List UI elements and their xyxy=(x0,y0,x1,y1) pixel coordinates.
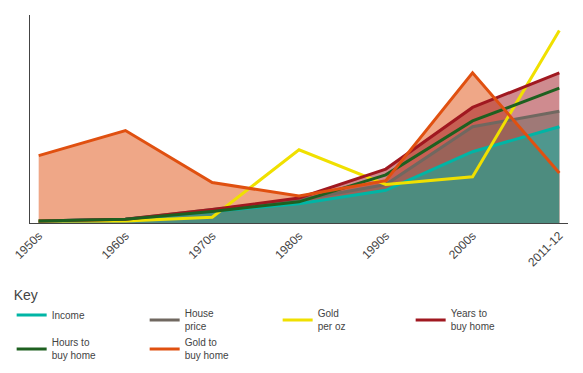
svg-text:1970s: 1970s xyxy=(186,229,219,262)
svg-text:Gold tobuy home: Gold tobuy home xyxy=(185,337,229,361)
svg-text:1990s: 1990s xyxy=(359,229,392,262)
svg-text:Key: Key xyxy=(14,287,38,303)
svg-text:Hours tobuy home: Hours tobuy home xyxy=(52,337,96,361)
svg-text:2000s: 2000s xyxy=(446,229,479,262)
svg-text:Income: Income xyxy=(52,310,85,321)
svg-text:Goldper oz: Goldper oz xyxy=(318,308,346,332)
svg-text:1980s: 1980s xyxy=(272,229,305,262)
svg-text:2011-12: 2011-12 xyxy=(525,229,566,270)
svg-text:Houseprice: Houseprice xyxy=(185,308,214,332)
svg-text:1950s: 1950s xyxy=(12,229,45,262)
svg-text:Years tobuy home: Years tobuy home xyxy=(451,308,495,332)
svg-text:1960s: 1960s xyxy=(99,229,132,262)
